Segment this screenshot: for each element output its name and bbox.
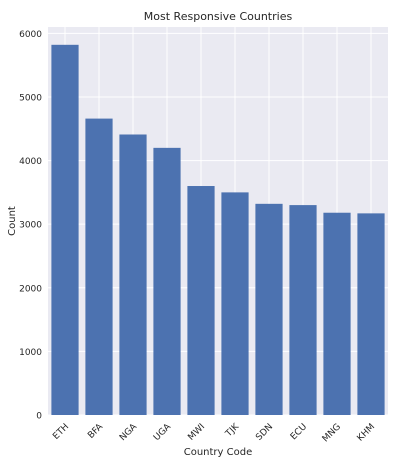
x-tick-label: SDN <box>254 422 275 443</box>
bar-uga <box>153 147 181 415</box>
bar-ecu <box>289 205 317 415</box>
x-tick-labels: ETH BFA NGA UGA MWI TJK SDN ECU MNG KHM <box>51 421 377 444</box>
y-tick-label: 3000 <box>19 221 42 231</box>
x-tick-label: MNG <box>321 422 343 444</box>
y-axis-label: Count <box>7 206 18 236</box>
y-tick-labels: 0 1000 2000 3000 4000 5000 6000 <box>19 30 42 422</box>
bar-mwi <box>187 186 215 415</box>
bar-eth <box>51 44 79 415</box>
x-tick-label: MWI <box>186 422 207 443</box>
chart-title: Most Responsive Countries <box>144 10 293 23</box>
x-tick-label: ECU <box>289 422 309 442</box>
x-tick-label: ETH <box>51 422 71 442</box>
bar-khm <box>357 213 385 415</box>
bar-bfa <box>85 118 113 415</box>
x-tick-label: BFA <box>86 421 105 440</box>
bars <box>51 44 385 415</box>
bar-mng <box>323 212 351 415</box>
x-axis-label: Country Code <box>184 447 253 458</box>
bar-tjk <box>221 192 249 415</box>
x-tick-label: KHM <box>356 422 378 444</box>
x-tick-label: NGA <box>118 421 140 443</box>
x-tick-label: TJK <box>223 421 241 439</box>
y-tick-label: 5000 <box>19 93 42 103</box>
y-tick-label: 2000 <box>19 284 42 294</box>
bar-nga <box>119 134 147 415</box>
x-tick-label: UGA <box>152 421 174 443</box>
y-tick-label: 6000 <box>19 30 42 40</box>
y-tick-label: 0 <box>36 412 42 422</box>
bar-sdn <box>255 203 283 415</box>
y-tick-label: 4000 <box>19 157 42 167</box>
y-tick-label: 1000 <box>19 348 42 358</box>
